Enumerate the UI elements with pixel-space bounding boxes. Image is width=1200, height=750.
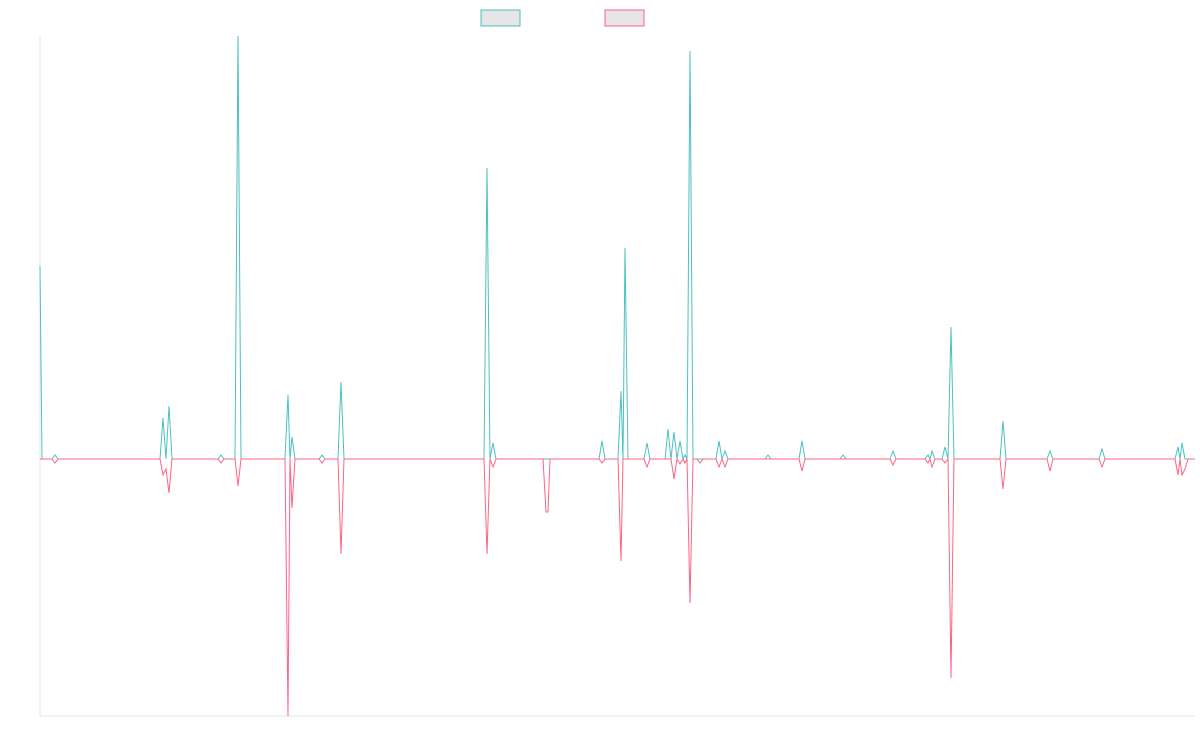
- series-line: [39, 35, 1195, 461]
- legend-swatch: [604, 9, 645, 27]
- series-line: [40, 457, 1195, 717]
- legend-swatch: [480, 9, 521, 27]
